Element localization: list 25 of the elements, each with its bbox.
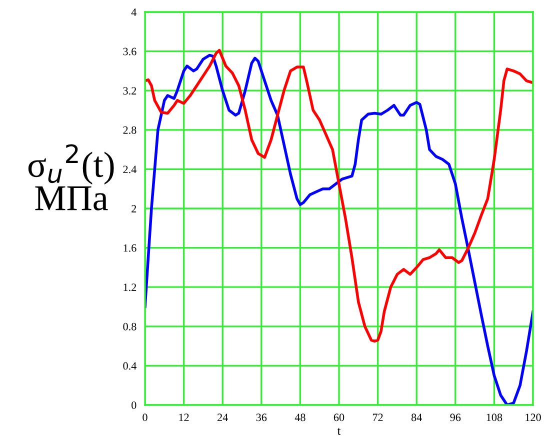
line-series: [145, 48, 533, 343]
x-tick-label: 120: [526, 414, 541, 422]
x-tick-label: 12: [179, 414, 189, 422]
y-tick-label: 0: [132, 401, 136, 409]
x-tick-label: 0: [142, 414, 148, 422]
x-tick-label: 108: [486, 414, 502, 422]
x-axis-title: t: [337, 428, 341, 435]
x-tick-label: 60: [334, 414, 344, 422]
y-tick-label: 2.4: [123, 166, 136, 174]
x-tick-label: 96: [450, 414, 461, 422]
y-axis-title: σ$_{u}$$^{2}$(t) МПа: [28, 144, 114, 210]
x-tick-label: 48: [294, 414, 306, 422]
x-tick-label: 72: [372, 414, 383, 422]
y-tick-label: 4: [131, 8, 136, 16]
y-tick-label: 2.8: [123, 126, 136, 134]
y-tick-label: 1.6: [124, 244, 136, 252]
y-tick-label: 0.4: [123, 362, 136, 370]
x-tick-label: 24: [218, 414, 228, 422]
y-tick-label: 0.8: [123, 322, 136, 330]
x-tick-label: 84: [411, 414, 422, 422]
y-tick-label: 3.6: [123, 48, 136, 56]
y-tick-label: 1.2: [124, 284, 136, 292]
y-tick-label: 2: [132, 204, 136, 212]
y-tick-label: 3.2: [123, 87, 136, 95]
x-tick-label: 36: [256, 414, 267, 422]
